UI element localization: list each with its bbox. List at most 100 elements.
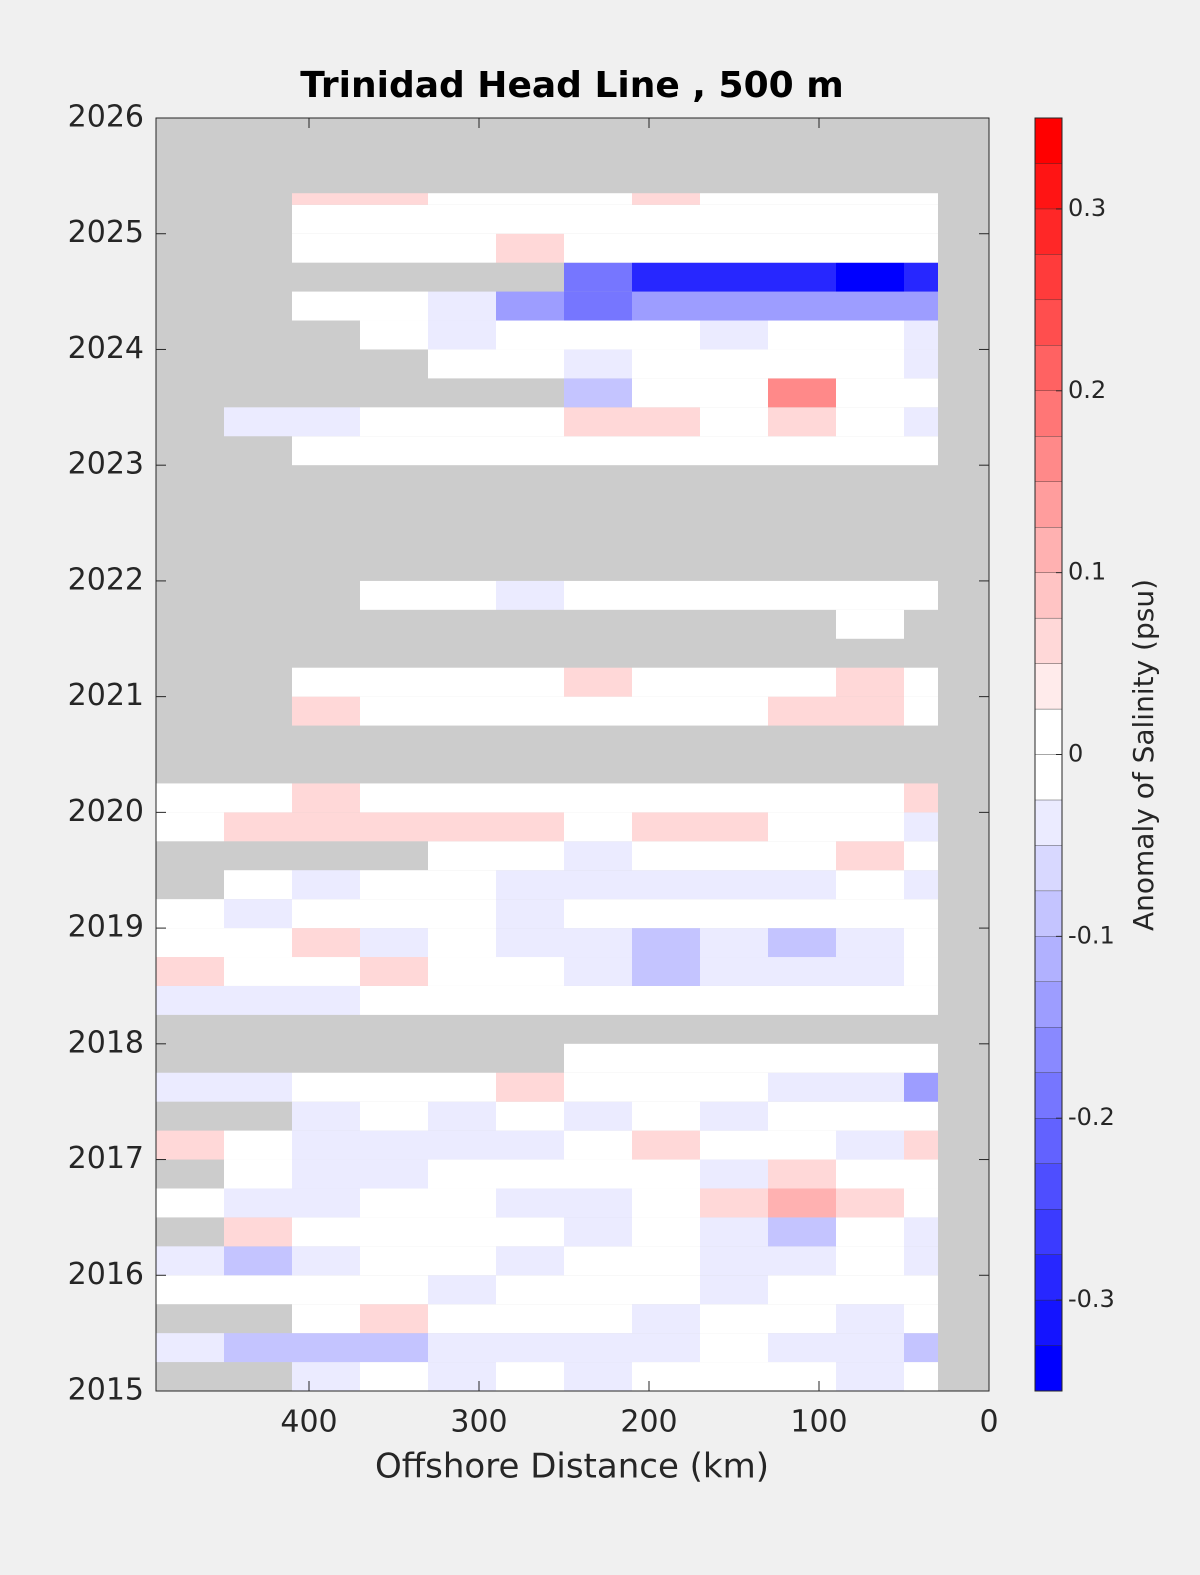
heatmap-cell: [156, 1072, 224, 1102]
colorbar-band: [1034, 1072, 1063, 1119]
heatmap-cell: [836, 812, 904, 842]
heatmap-cell: [836, 1304, 904, 1334]
heatmap-cell: [428, 957, 496, 986]
heatmap-cell: [292, 667, 360, 697]
heatmap-cell: [632, 349, 700, 379]
heatmap-cell: [700, 783, 768, 813]
heatmap-cell: [700, 378, 768, 408]
heatmap-cell: [360, 870, 428, 900]
heatmap-cell: [496, 1072, 564, 1102]
heatmap-cell: [632, 1246, 700, 1276]
x-tick-label: 400: [280, 1405, 337, 1440]
heatmap-cell: [564, 320, 632, 350]
heatmap-cell: [224, 1275, 292, 1305]
heatmap-cell: [700, 928, 768, 958]
colorbar-band: [1034, 663, 1063, 710]
x-tick-label: 200: [620, 1405, 677, 1440]
heatmap-cell: [360, 436, 428, 466]
heatmap-cell: [836, 407, 904, 437]
heatmap-cell: [904, 696, 938, 726]
heatmap-cell: [360, 928, 428, 958]
heatmap-cell: [768, 812, 836, 842]
colorbar-band: [1034, 890, 1063, 937]
heatmap-cell: [292, 204, 360, 234]
heatmap-cell: [428, 1072, 496, 1102]
heatmap-cell: [360, 204, 428, 234]
heatmap-cell: [428, 436, 496, 466]
heatmap-cell: [836, 1188, 904, 1218]
colorbar-band: [1034, 208, 1063, 255]
heatmap-cell: [496, 812, 564, 842]
heatmap-cell: [904, 1333, 938, 1363]
heatmap-cell: [428, 1246, 496, 1276]
heatmap-cell: [904, 233, 938, 263]
heatmap-cell: [564, 870, 632, 900]
heatmap-cell: [836, 233, 904, 263]
heatmap-cell: [836, 378, 904, 408]
heatmap-cell: [428, 1101, 496, 1131]
heatmap-cell: [292, 1217, 360, 1247]
colorbar-tick-label: 0.2: [1068, 376, 1106, 404]
heatmap-cell: [156, 1188, 224, 1218]
heatmap-cell: [904, 812, 938, 842]
colorbar-tick-label: -0.2: [1068, 1103, 1115, 1131]
heatmap-cell: [292, 233, 360, 263]
heatmap-cell: [904, 193, 938, 205]
heatmap-cell: [904, 291, 938, 321]
x-tick-label: 100: [790, 1405, 847, 1440]
heatmap-cell: [496, 928, 564, 958]
heatmap-cell: [700, 1130, 768, 1160]
heatmap-cell: [904, 928, 938, 958]
heatmap-cell: [428, 349, 496, 379]
heatmap-cell: [292, 1304, 360, 1334]
heatmap-cell: [496, 407, 564, 437]
heatmap-cell: [768, 1072, 836, 1102]
heatmap-cell: [292, 1101, 360, 1131]
heatmap-cell: [292, 783, 360, 813]
heatmap-cell: [768, 1333, 836, 1363]
colorbar-band: [1034, 936, 1063, 982]
x-axis-label: Offshore Distance (km): [375, 1447, 769, 1487]
heatmap-cell: [156, 899, 224, 929]
heatmap-cell: [292, 1362, 360, 1391]
heatmap-cell: [360, 899, 428, 929]
heatmap-cell: [360, 1362, 428, 1391]
y-tick-label: 2024: [68, 331, 144, 366]
heatmap-cell: [836, 841, 904, 871]
heatmap-cell: [292, 870, 360, 900]
y-tick-label: 2018: [68, 1025, 144, 1060]
heatmap-cell: [292, 1246, 360, 1276]
heatmap-cell: [836, 436, 904, 466]
heatmap-cell: [496, 899, 564, 929]
heatmap-cell: [156, 1130, 224, 1160]
heatmap-cell: [496, 870, 564, 900]
heatmap-cell: [700, 985, 768, 1015]
colorbar-tick-label: 0.1: [1068, 558, 1106, 586]
colorbar-band: [1034, 1118, 1063, 1164]
heatmap-cell: [292, 812, 360, 842]
heatmap-cell: [700, 1043, 768, 1073]
heatmap-cell: [632, 378, 700, 408]
colorbar-band: [1034, 481, 1063, 528]
y-tick-label: 2015: [68, 1373, 144, 1408]
colorbar-band: [1034, 1345, 1063, 1392]
heatmap-cell: [632, 1101, 700, 1131]
heatmap-cell: [768, 1246, 836, 1276]
heatmap-cell: [836, 1101, 904, 1131]
heatmap-cell: [700, 1275, 768, 1305]
heatmap-cell: [156, 1246, 224, 1276]
heatmap-cell: [700, 1217, 768, 1247]
heatmap-cell: [904, 1043, 938, 1073]
heatmap-cell: [360, 1275, 428, 1305]
heatmap-cell: [836, 1362, 904, 1391]
heatmap-cell: [224, 812, 292, 842]
colorbar-label: Anomaly of Salinity (psu): [1127, 579, 1160, 931]
y-tick-label: 2025: [68, 215, 144, 250]
y-tick-label: 2019: [68, 910, 144, 945]
heatmap-cell: [700, 899, 768, 929]
heatmap-cell: [360, 320, 428, 350]
heatmap-cell: [360, 407, 428, 437]
heatmap-cell: [632, 841, 700, 871]
heatmap-cell: [904, 1188, 938, 1218]
heatmap-cell: [700, 841, 768, 871]
